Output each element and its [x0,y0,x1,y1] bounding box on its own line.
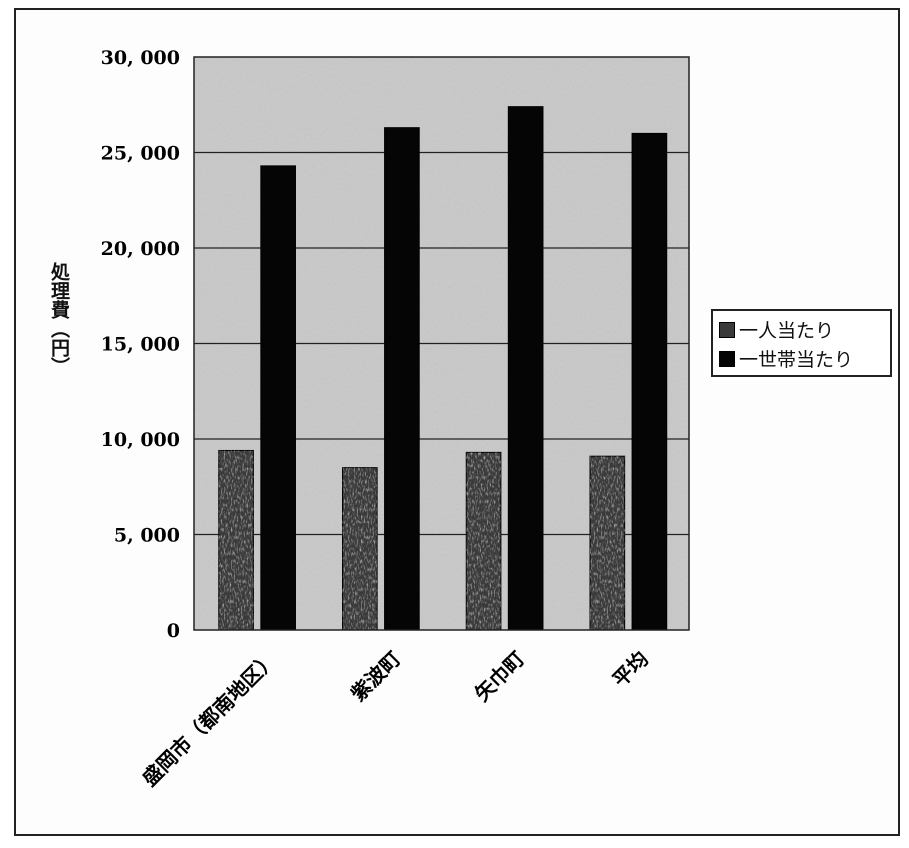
y-tick-label: 5, 000 [114,525,180,547]
bar-texture [218,450,254,630]
x-category-label: 盛岡市（都南地区） [137,647,281,791]
bar-per-household [384,127,420,631]
y-tick-label: 30, 000 [101,47,180,69]
x-category-label: 矢巾町 [470,647,529,706]
legend-label-series-1: 一人当たり [739,320,835,342]
legend-item-series-1: 一人当たり [719,315,884,344]
x-category-label: 平均 [608,647,653,692]
y-tick-label: 10, 000 [101,429,180,451]
y-tick-label: 25, 000 [101,143,180,165]
bar-texture [466,452,501,630]
y-tick-label: 15, 000 [101,334,180,356]
y-tick-label: 0 [167,620,180,642]
y-axis-label: 処理費（円） [48,262,70,376]
x-axis-labels: 盛岡市（都南地区） 紫波町 矢巾町 平均 [137,647,652,791]
y-axis-ticks: 0 5, 000 10, 000 15, 000 20, 000 25, 000 30, 0… [101,47,180,642]
legend-label-series-2: 一世帯当たり [739,349,854,371]
bar-texture [590,456,625,630]
legend-swatch-series-2 [719,350,735,367]
legend-item-series-2: 一世帯当たり [719,344,884,373]
bars [218,106,668,631]
plot-area-border [193,56,690,631]
bar-texture [342,467,378,630]
bar-per-household [260,165,296,631]
x-category-label: 紫波町 [346,647,405,706]
bar-per-household [631,132,668,631]
legend: 一人当たり 一世帯当たり [711,309,892,377]
y-tick-label: 20, 000 [101,238,180,260]
legend-swatch-series-1 [719,321,735,338]
bar-per-household [507,106,544,631]
